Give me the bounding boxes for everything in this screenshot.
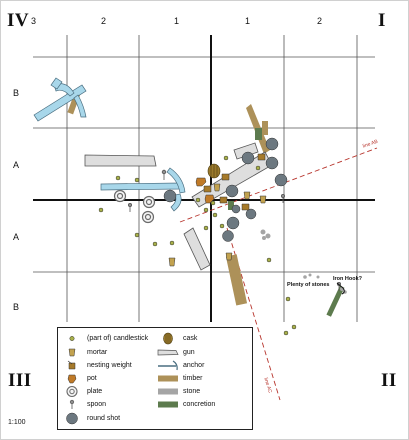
iron-hook-note: Iron Hook? <box>333 276 363 282</box>
stone <box>308 273 312 277</box>
legend-item-mortar: mortar <box>60 346 107 359</box>
spoons <box>127 169 341 291</box>
stones-note: Plenty of stones <box>287 282 330 288</box>
legend-item-anchor: anchor <box>156 359 204 372</box>
nesting-weight-icon <box>60 359 84 372</box>
scale-label: 1:100 <box>8 419 26 426</box>
stone-icon <box>156 385 180 398</box>
legend-item-plate: plate <box>60 385 102 398</box>
pots <box>195 177 215 204</box>
mortar-icon <box>60 346 84 359</box>
gun-small <box>233 142 259 160</box>
candlesticks <box>98 155 297 336</box>
legend-item-gun: gun <box>156 346 195 359</box>
timber-beam-lower <box>225 254 248 306</box>
legend-item-candlestick: (part of) candlestick <box>60 332 148 345</box>
nesting-weights <box>203 153 266 211</box>
spoon <box>161 169 167 180</box>
row-label: A <box>13 160 20 170</box>
guns <box>84 142 273 271</box>
mortars <box>168 183 267 267</box>
row-label: A <box>13 232 20 242</box>
candlestick-icon <box>60 332 84 345</box>
plates <box>113 189 156 224</box>
column-label: 3 <box>31 16 37 26</box>
gun-horizontal <box>84 154 157 167</box>
stone <box>303 275 307 279</box>
gun-vertical <box>183 227 211 271</box>
spoon-icon <box>60 398 84 411</box>
plate <box>113 189 127 203</box>
anchor-nw <box>33 77 87 122</box>
stone <box>265 233 271 239</box>
spoon <box>127 202 132 212</box>
concretion-long <box>326 285 345 317</box>
row-label: B <box>13 302 20 312</box>
legend-item-nesting-weight: nesting weight <box>60 359 132 372</box>
legend-item-stone: stone <box>156 385 200 398</box>
gun-icon <box>156 346 180 359</box>
legend-item-spoon: spoon <box>60 398 106 411</box>
legend-item-pot: pot <box>60 372 97 385</box>
stone <box>262 236 266 240</box>
round-shot-icon <box>60 412 84 425</box>
quadrant-label-iv: IV <box>7 10 30 31</box>
column-label: 2 <box>317 16 323 26</box>
concretion-top <box>255 128 262 140</box>
timber-piece-small <box>262 121 268 135</box>
iron-hook-marker <box>336 282 345 295</box>
legend-item-round-shot: round shot <box>60 412 120 425</box>
concretion-center <box>228 201 234 210</box>
pot-icon <box>60 372 84 385</box>
quadrant-label-iii: III <box>8 370 32 391</box>
grid-lines <box>33 35 375 322</box>
cask-barrel <box>207 163 221 179</box>
plate <box>142 195 156 209</box>
stone <box>260 229 266 235</box>
round-shots <box>163 137 288 242</box>
stone <box>316 275 320 279</box>
anchor-icon <box>156 359 180 372</box>
column-label: 1 <box>174 16 180 26</box>
legend-item-concretion: concretion <box>156 398 215 411</box>
spoon <box>280 193 285 203</box>
cask-icon <box>156 332 180 345</box>
plate-icon <box>60 385 84 398</box>
anchor-center <box>100 167 186 212</box>
map-legend: (part of) candlestick mortar nesting wei… <box>57 327 253 430</box>
concretion-icon <box>156 398 180 411</box>
quadrant-label-i: I <box>378 10 386 31</box>
line-ac <box>226 227 281 401</box>
row-label: B <box>13 88 20 98</box>
plate <box>141 210 155 224</box>
timber-icon <box>156 372 180 385</box>
legend-item-timber: timber <box>156 372 202 385</box>
column-label: 2 <box>101 16 107 26</box>
column-label: 1 <box>245 16 251 26</box>
quadrant-label-ii: II <box>381 370 397 391</box>
legend-item-cask: cask <box>156 332 197 345</box>
